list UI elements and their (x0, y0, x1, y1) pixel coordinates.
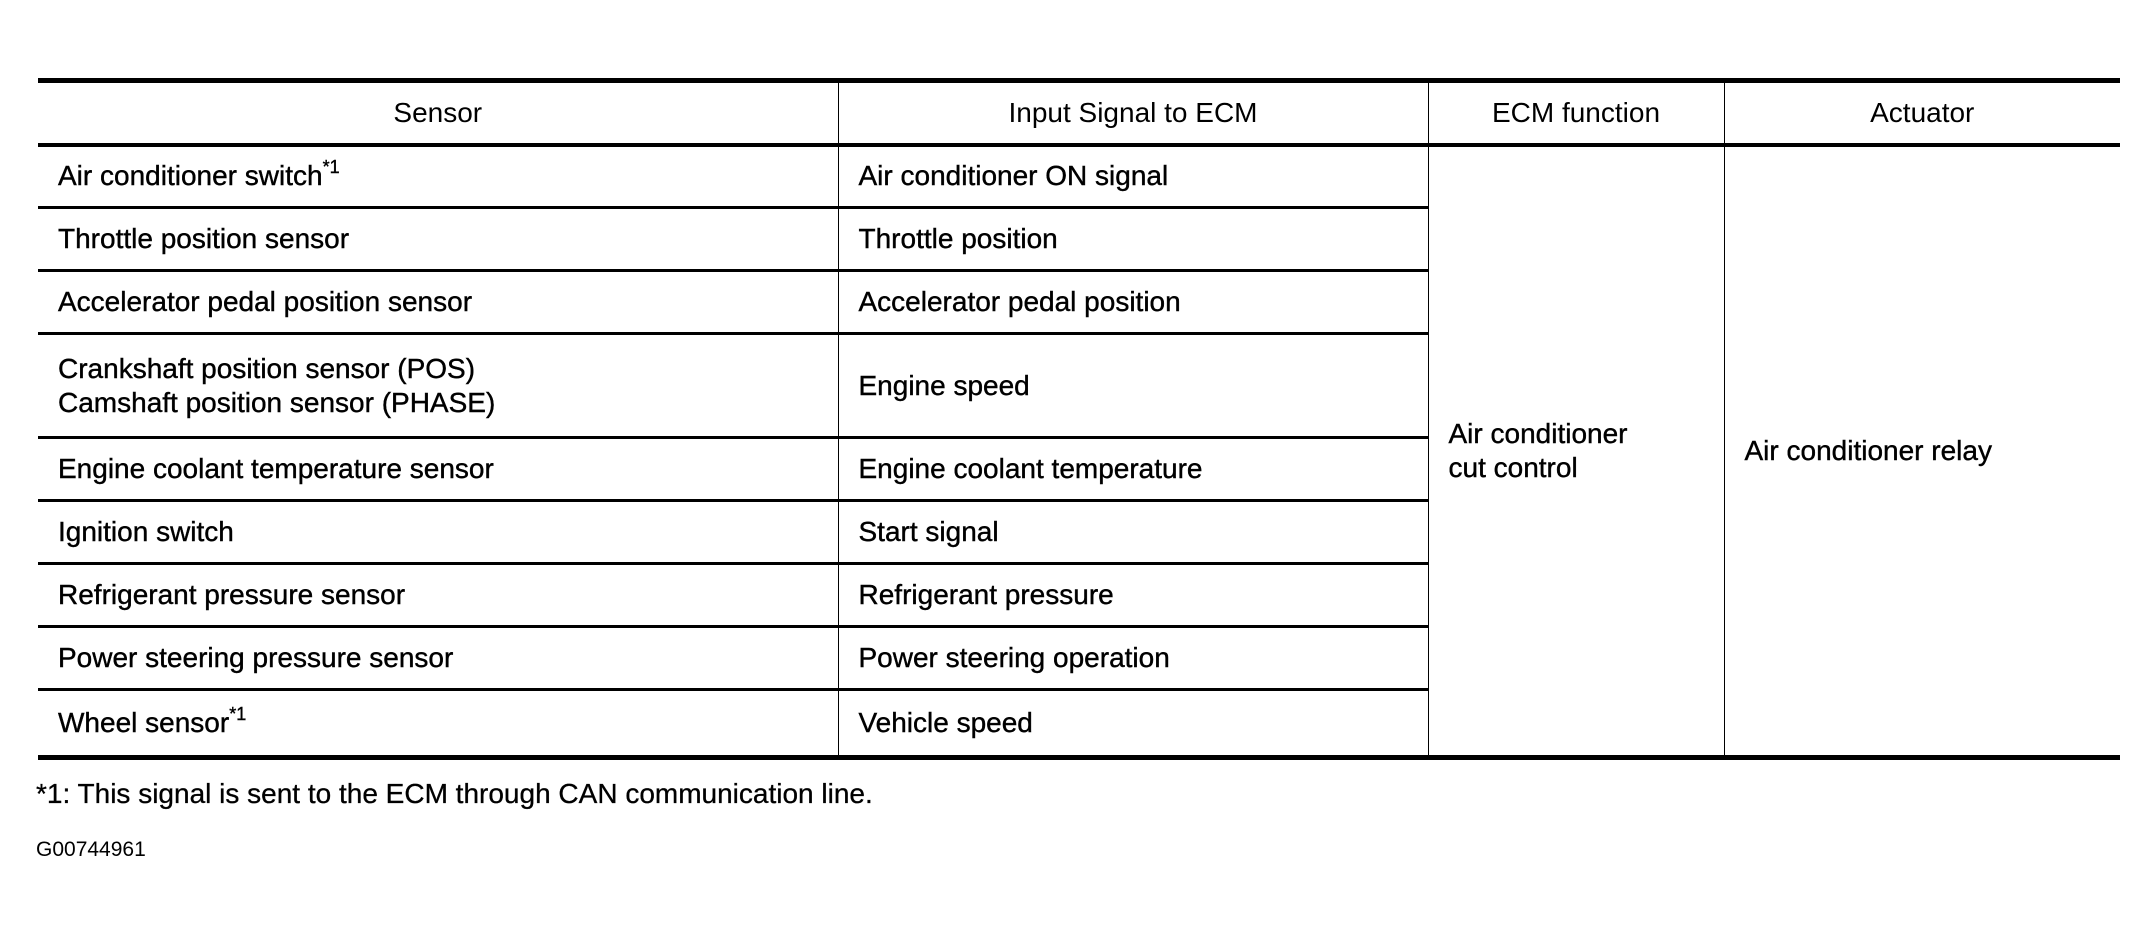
signal-cell: Start signal (837, 500, 1428, 564)
table-row: Power steering pressure sensor Power ste… (38, 626, 2120, 690)
signal-cell: Accelerator pedal position (837, 270, 1428, 334)
table-row: Wheel sensor*1 Vehicle speed (38, 689, 2120, 758)
header-ecm-function: ECM function (1427, 80, 1725, 145)
footnote-ref: *1 (229, 704, 247, 724)
figure-id: G00744961 (36, 838, 146, 861)
footnote: *1: This signal is sent to the ECM throu… (36, 778, 873, 809)
table-row: Accelerator pedal position sensor Accele… (38, 270, 2120, 334)
header-input-signal: Input Signal to ECM (837, 80, 1429, 145)
signal-cell: Refrigerant pressure (837, 563, 1428, 627)
sensor-cell: Refrigerant pressure sensor (38, 563, 839, 627)
sensor-cell: Ignition switch (38, 500, 839, 564)
signal-cell: Vehicle speed (837, 689, 1428, 758)
table-row: Crankshaft position sensor (POS) Camshaft… (38, 333, 2120, 438)
sensor-cell: Wheel sensor*1 (38, 689, 839, 758)
table-row: Ignition switch Start signal (38, 500, 2120, 564)
sensor-signal-table: Sensor Input Signal to ECM ECM function … (38, 78, 2120, 760)
footnote-ref: *1 (322, 157, 340, 178)
signal-cell: Power steering operation (837, 626, 1428, 690)
sensor-cell: Accelerator pedal position sensor (38, 270, 839, 334)
table-row: Refrigerant pressure sensor Refrigerant … (38, 563, 2120, 627)
signal-cell: Engine speed (837, 333, 1428, 438)
sensor-cell: Power steering pressure sensor (38, 626, 839, 690)
signal-cell: Air conditioner ON signal (837, 144, 1429, 208)
sensor-cell: Engine coolant temperature sensor (38, 437, 839, 501)
actuator-cell: Air conditioner relay (1723, 144, 2120, 758)
table-header-row: Sensor Input Signal to ECM ECM function … (38, 80, 2120, 145)
header-sensor: Sensor (38, 80, 839, 145)
sensor-cell: Air conditioner switch*1 (38, 144, 839, 208)
signal-cell: Engine coolant temperature (837, 437, 1428, 501)
table-row: Throttle position sensor Throttle positi… (38, 207, 2120, 271)
ecm-function-cell: Air conditioner cut control (1427, 144, 1725, 758)
sensor-cell: Throttle position sensor (38, 207, 839, 271)
signal-cell: Throttle position (837, 207, 1428, 271)
header-actuator: Actuator (1723, 80, 2120, 145)
table-row: Engine coolant temperature sensor Engine… (38, 437, 2120, 501)
sensor-cell: Crankshaft position sensor (POS) Camshaft… (38, 333, 839, 438)
table-row: Air conditioner switch*1 Air conditioner… (38, 144, 2120, 758)
